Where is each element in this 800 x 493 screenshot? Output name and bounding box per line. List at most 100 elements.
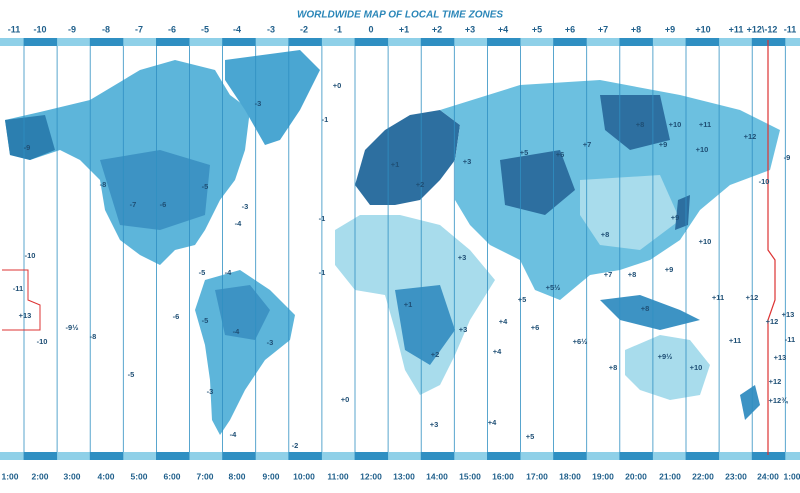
zone-label: +5 [520, 148, 529, 157]
zone-strip [619, 38, 653, 46]
zone-strip [586, 38, 620, 46]
zone-strip [652, 452, 686, 460]
zone-label: +9 [671, 213, 680, 222]
zone-label: +3 [458, 253, 467, 262]
zone-strip [355, 38, 389, 46]
zone-offset-label: -6 [168, 24, 176, 34]
zone-strip [454, 452, 488, 460]
zone-offset-label: +5 [532, 24, 542, 34]
zone-label: +4 [493, 347, 502, 356]
zone-label: -11 [785, 335, 795, 344]
zone-offset-label: -3 [267, 24, 275, 34]
zone-label: -11 [13, 284, 23, 293]
time-label: 16:00 [492, 471, 514, 481]
zone-offset-label: -7 [135, 24, 143, 34]
zone-strip [421, 38, 455, 46]
zone-label: +8 [641, 304, 650, 313]
zone-strip [255, 452, 289, 460]
zone-label: +7 [604, 270, 613, 279]
zone-label: +12 [769, 377, 782, 386]
zone-label: -1 [319, 214, 326, 223]
zone-label: +10 [669, 120, 682, 129]
zone-label: +1 [404, 300, 413, 309]
zone-strip [0, 38, 24, 46]
zone-offset-label: -11 [8, 24, 21, 34]
zone-strip [388, 38, 422, 46]
time-label: 11:00 [327, 471, 349, 481]
zone-label: +8 [601, 230, 610, 239]
brazil-west [215, 285, 270, 340]
zone-label: -9 [24, 143, 31, 152]
central-asia [500, 150, 575, 215]
time-label: 1:00 [1, 471, 18, 481]
zone-label: -5 [202, 316, 209, 325]
zone-strip [57, 38, 91, 46]
time-label: 23:00 [725, 471, 747, 481]
zone-label: +10 [696, 145, 709, 154]
indonesia [600, 295, 700, 330]
zone-label: +13 [19, 311, 32, 320]
zone-strip [321, 452, 355, 460]
zone-strip [24, 38, 58, 46]
zone-offset-label: +8 [631, 24, 641, 34]
zone-strip [288, 452, 322, 460]
china [580, 175, 680, 250]
zone-offset-label: -1 [334, 24, 342, 34]
zone-label: +6 [531, 323, 540, 332]
zone-label: -6 [173, 312, 180, 321]
zone-label: +2 [416, 180, 425, 189]
zone-offset-label: +11 [729, 24, 744, 34]
zone-label: -1 [319, 268, 326, 277]
zone-label: +9 [659, 140, 668, 149]
zone-label: -7 [130, 200, 137, 209]
zone-label: -3 [255, 99, 262, 108]
zone-strip [90, 452, 124, 460]
zone-strip [686, 38, 720, 46]
time-label: 5:00 [130, 471, 147, 481]
zone-strip [388, 452, 422, 460]
zone-lines [0, 38, 800, 460]
time-label: 9:00 [262, 471, 279, 481]
zone-strip [752, 38, 786, 46]
time-label: 24:00 [757, 471, 779, 481]
australia [625, 335, 710, 400]
zone-label: +12 [744, 132, 757, 141]
zone-label: -10 [25, 251, 36, 260]
zone-strip [222, 38, 256, 46]
zone-label: +11 [699, 120, 711, 129]
zone-offset-label: +6 [565, 24, 575, 34]
zone-strip [189, 38, 223, 46]
zone-strip [520, 38, 554, 46]
zone-strip [0, 452, 24, 460]
time-label: 15:00 [459, 471, 481, 481]
time-label: 2:00 [31, 471, 48, 481]
time-label: 19:00 [592, 471, 614, 481]
zone-strip [421, 452, 455, 460]
zone-strip [619, 452, 653, 460]
zone-strip [553, 452, 587, 460]
zone-strip [90, 38, 124, 46]
zone-label: -6 [160, 200, 167, 209]
zone-label: +11 [712, 293, 724, 302]
map-title: WORLDWIDE MAP OF LOCAL TIME ZONES [297, 10, 503, 21]
zone-label: +6 [556, 150, 565, 159]
zone-label: -1 [322, 115, 329, 124]
time-label: 18:00 [559, 471, 581, 481]
zone-offset-label: +3 [465, 24, 475, 34]
time-label: 6:00 [163, 471, 180, 481]
zone-strip [719, 452, 753, 460]
zone-strip [520, 452, 554, 460]
zone-label: -5 [199, 268, 206, 277]
zone-strip [156, 452, 190, 460]
zone-label: +9½ [658, 352, 673, 361]
zone-offset-label: +4 [498, 24, 508, 34]
zone-offset-label: +2 [432, 24, 442, 34]
time-label: 8:00 [228, 471, 245, 481]
zone-strip [255, 38, 289, 46]
zone-label: +12 [746, 293, 759, 302]
zone-strip [487, 38, 521, 46]
zone-offset-label: +9 [665, 24, 675, 34]
zone-strip [321, 38, 355, 46]
zone-label: -3 [207, 387, 214, 396]
zone-offset-label: +10 [695, 24, 710, 34]
